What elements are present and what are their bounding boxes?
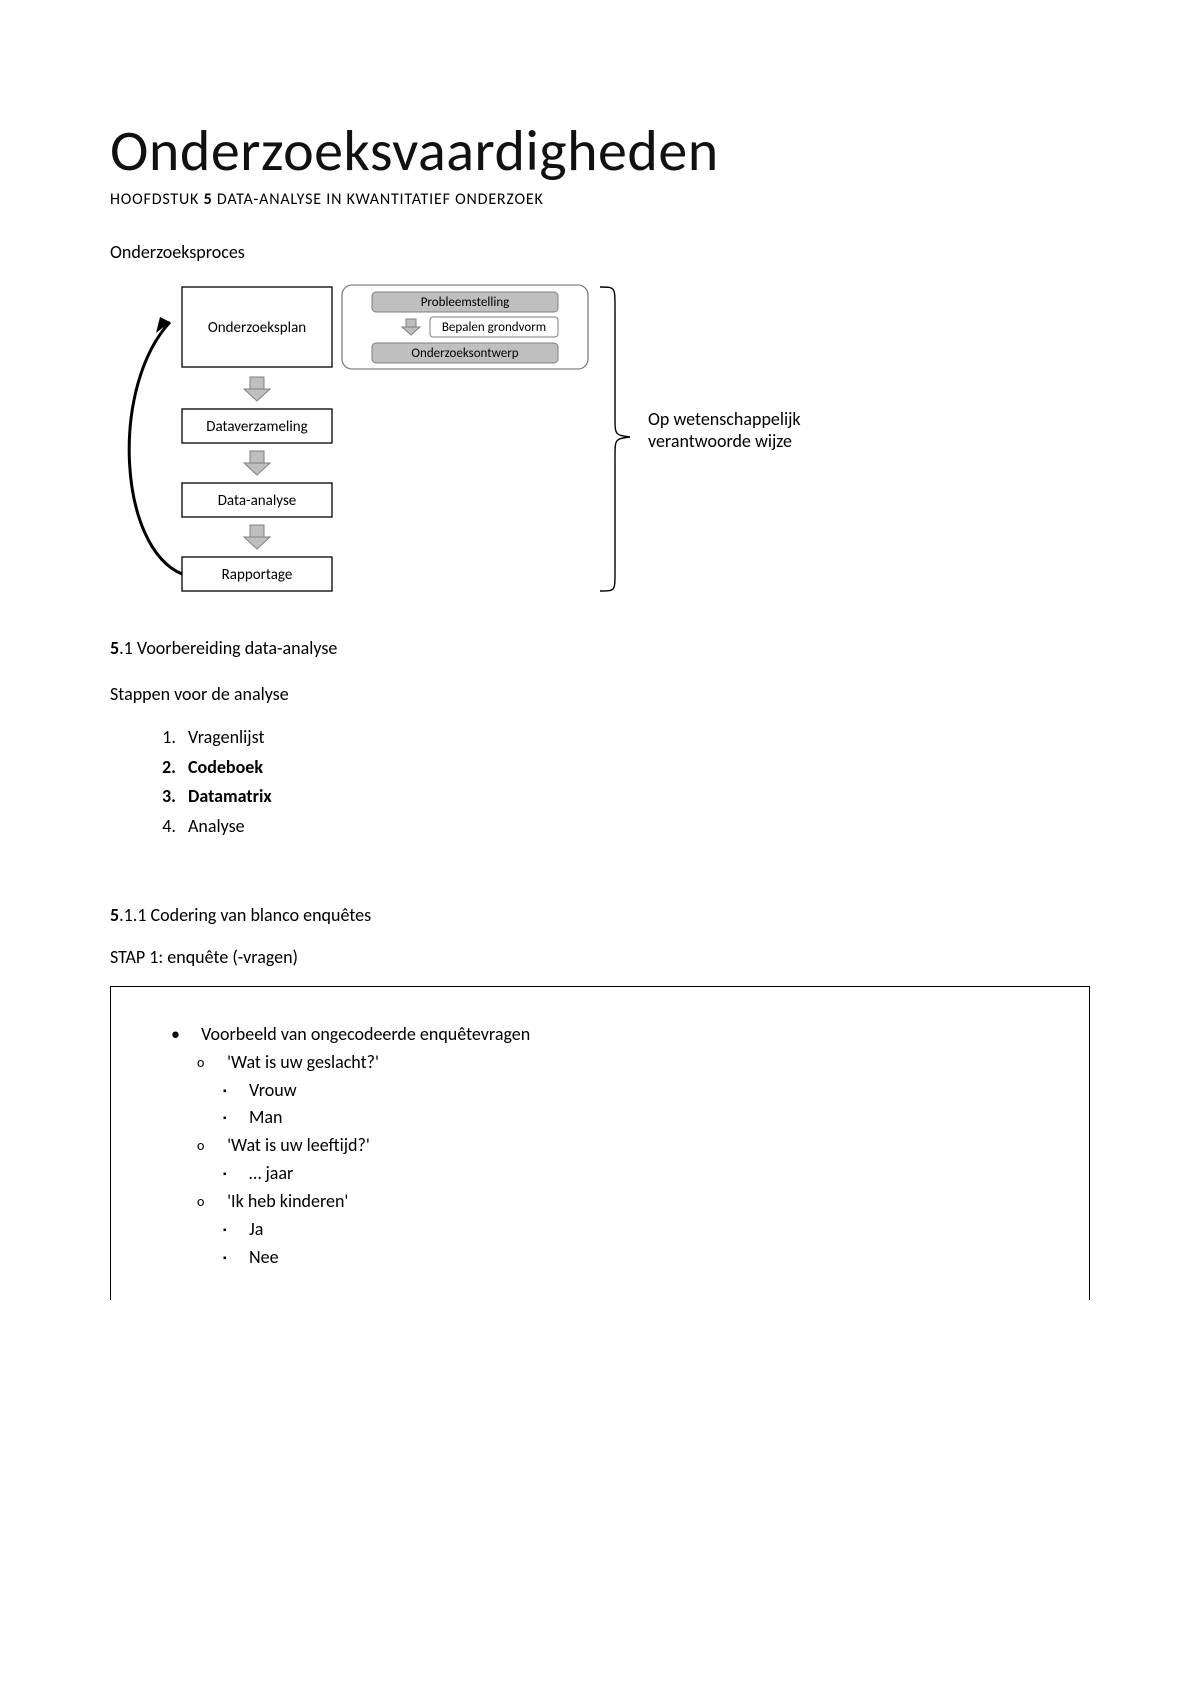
example-q1-a1: Vrouw (223, 1077, 1061, 1105)
example-q2: 'Wat is uw leeftijd?' … jaar (197, 1132, 1061, 1188)
sec51-number: 5 (110, 637, 119, 659)
diagram-box-onderzoeksontwerp: Onderzoeksontwerp (411, 346, 518, 361)
bracket-text-line2: verantwoorde wijze (648, 430, 792, 452)
section-5-1-1: 5.1.1 Codering van blanco enquêtes (110, 904, 1090, 926)
diagram-box-dataanalyse: Data-analyse (218, 492, 297, 510)
example-q3-text: 'Ik heb kinderen' (227, 1190, 348, 1212)
sec511-rest: .1.1 Codering van blanco enquêtes (119, 904, 371, 926)
step-item: Codeboek (180, 753, 1090, 783)
step-item: Vragenlijst (180, 723, 1090, 753)
subtitle-prefix: HOOFDSTUK (110, 190, 204, 209)
bracket-text-line1: Op wetenschappelijk (648, 408, 801, 430)
example-q3-a1: Ja (223, 1216, 1061, 1244)
step-1-label: STAP 1: enquête (-vragen) (110, 946, 1090, 968)
subtitle-number: 5 (204, 190, 213, 209)
example-q1-text: 'Wat is uw geslacht?' (227, 1051, 379, 1073)
example-q3-a2: Nee (223, 1244, 1061, 1272)
example-heading-text: Voorbeeld van ongecodeerde enquêtevragen (201, 1023, 530, 1045)
example-q1: 'Wat is uw geslacht?' Vrouw Man (197, 1049, 1061, 1133)
diagram-box-dataverzameling: Dataverzameling (206, 418, 308, 436)
example-q3: 'Ik heb kinderen' Ja Nee (197, 1188, 1061, 1272)
page-title: Onderzoeksvaardigheden (110, 115, 1090, 186)
section-onderzoeksproces: Onderzoeksproces (110, 241, 1090, 263)
diagram-box-rapportage: Rapportage (222, 566, 293, 584)
steps-title: Stappen voor de analyse (110, 683, 1090, 705)
diagram-box-onderzoeksplan: Onderzoeksplan (208, 319, 306, 337)
example-box: Voorbeeld van ongecodeerde enquêtevragen… (110, 986, 1090, 1300)
step-item: Datamatrix (180, 782, 1090, 812)
sec51-rest: .1 Voorbereiding data-analyse (119, 637, 337, 659)
step-item: Analyse (180, 812, 1090, 842)
example-q1-a2: Man (223, 1104, 1061, 1132)
document-page: Onderzoeksvaardigheden HOOFDSTUK 5 DATA-… (0, 0, 1200, 1698)
chapter-subtitle: HOOFDSTUK 5 DATA-ANALYSE IN KWANTITATIEF… (110, 190, 1090, 209)
diagram-box-bepalen: Bepalen grondvorm (442, 320, 546, 335)
example-heading: Voorbeeld van ongecodeerde enquêtevragen… (171, 1021, 1061, 1272)
subtitle-rest: DATA-ANALYSE IN KWANTITATIEF ONDERZOEK (213, 190, 544, 209)
section-5-1: 5.1 Voorbereiding data-analyse (110, 637, 1090, 659)
diagram-box-probleemstelling: Probleemstelling (421, 295, 510, 310)
process-diagram: Onderzoeksplan Dataverzameling Data-anal… (110, 277, 1050, 597)
steps-list: Vragenlijst Codeboek Datamatrix Analyse (156, 723, 1090, 842)
example-q2-text: 'Wat is uw leeftijd?' (227, 1134, 370, 1156)
example-q2-a1: … jaar (223, 1160, 1061, 1188)
sec511-number: 5 (110, 904, 119, 926)
diagram-svg: Onderzoeksplan Dataverzameling Data-anal… (110, 277, 1050, 597)
